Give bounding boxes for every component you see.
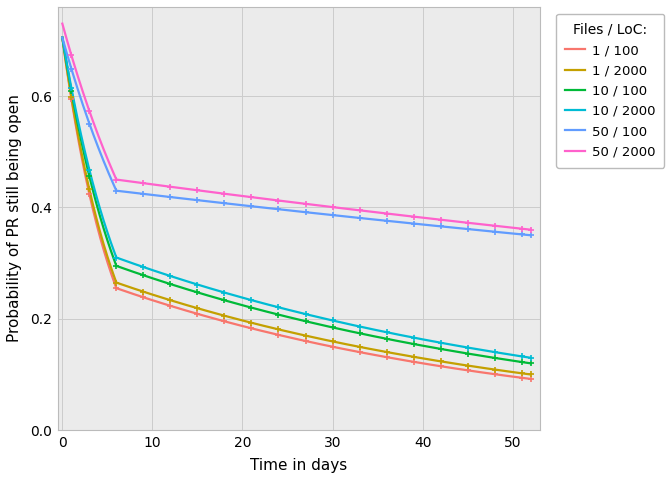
10 / 2000 bbox=[58, 35, 67, 40]
10 / 100 bbox=[248, 305, 256, 311]
10 / 2000 bbox=[380, 329, 388, 335]
1 / 100 bbox=[380, 354, 388, 360]
Line: 50 / 2000: 50 / 2000 bbox=[62, 24, 531, 230]
Line: 1 / 100: 1 / 100 bbox=[62, 37, 531, 379]
10 / 100 bbox=[527, 360, 535, 366]
1 / 2000 bbox=[380, 348, 388, 354]
1 / 2000 bbox=[265, 324, 273, 330]
1 / 2000 bbox=[248, 320, 256, 326]
50 / 100 bbox=[527, 232, 535, 238]
1 / 100 bbox=[248, 325, 256, 331]
10 / 100 bbox=[106, 246, 114, 252]
1 / 100 bbox=[423, 361, 431, 367]
Line: 10 / 100: 10 / 100 bbox=[62, 37, 531, 363]
10 / 100 bbox=[423, 344, 431, 349]
1 / 2000 bbox=[106, 262, 114, 268]
1 / 100 bbox=[58, 35, 67, 40]
Line: 1 / 2000: 1 / 2000 bbox=[62, 37, 531, 374]
1 / 100 bbox=[432, 362, 440, 368]
50 / 2000 bbox=[248, 194, 256, 200]
10 / 2000 bbox=[527, 355, 535, 360]
50 / 100 bbox=[58, 35, 67, 40]
10 / 100 bbox=[58, 35, 67, 40]
1 / 2000 bbox=[527, 372, 535, 377]
10 / 100 bbox=[380, 336, 388, 341]
50 / 2000 bbox=[380, 210, 388, 216]
1 / 2000 bbox=[432, 358, 440, 363]
1 / 100 bbox=[265, 330, 273, 336]
50 / 100 bbox=[248, 204, 256, 209]
50 / 100 bbox=[106, 174, 114, 180]
50 / 2000 bbox=[58, 21, 67, 26]
Line: 10 / 2000: 10 / 2000 bbox=[62, 37, 531, 358]
10 / 100 bbox=[265, 309, 273, 315]
50 / 100 bbox=[380, 217, 388, 223]
1 / 2000 bbox=[423, 356, 431, 362]
50 / 100 bbox=[423, 222, 431, 228]
50 / 2000 bbox=[106, 162, 114, 168]
10 / 2000 bbox=[106, 238, 114, 243]
10 / 2000 bbox=[248, 297, 256, 303]
Line: 50 / 100: 50 / 100 bbox=[62, 37, 531, 235]
1 / 100 bbox=[106, 268, 114, 274]
10 / 100 bbox=[432, 345, 440, 351]
10 / 2000 bbox=[432, 339, 440, 345]
50 / 2000 bbox=[265, 196, 273, 202]
50 / 100 bbox=[265, 205, 273, 211]
Legend: 1 / 100, 1 / 2000, 10 / 100, 10 / 2000, 50 / 100, 50 / 2000: 1 / 100, 1 / 2000, 10 / 100, 10 / 2000, … bbox=[556, 13, 665, 168]
1 / 2000 bbox=[58, 35, 67, 40]
50 / 2000 bbox=[423, 216, 431, 221]
50 / 100 bbox=[432, 223, 440, 229]
10 / 2000 bbox=[265, 302, 273, 308]
X-axis label: Time in days: Time in days bbox=[250, 458, 347, 473]
Y-axis label: Probability of PR still being open: Probability of PR still being open bbox=[7, 95, 22, 343]
50 / 2000 bbox=[527, 227, 535, 233]
10 / 2000 bbox=[423, 337, 431, 343]
50 / 2000 bbox=[432, 216, 440, 222]
1 / 100 bbox=[527, 376, 535, 382]
